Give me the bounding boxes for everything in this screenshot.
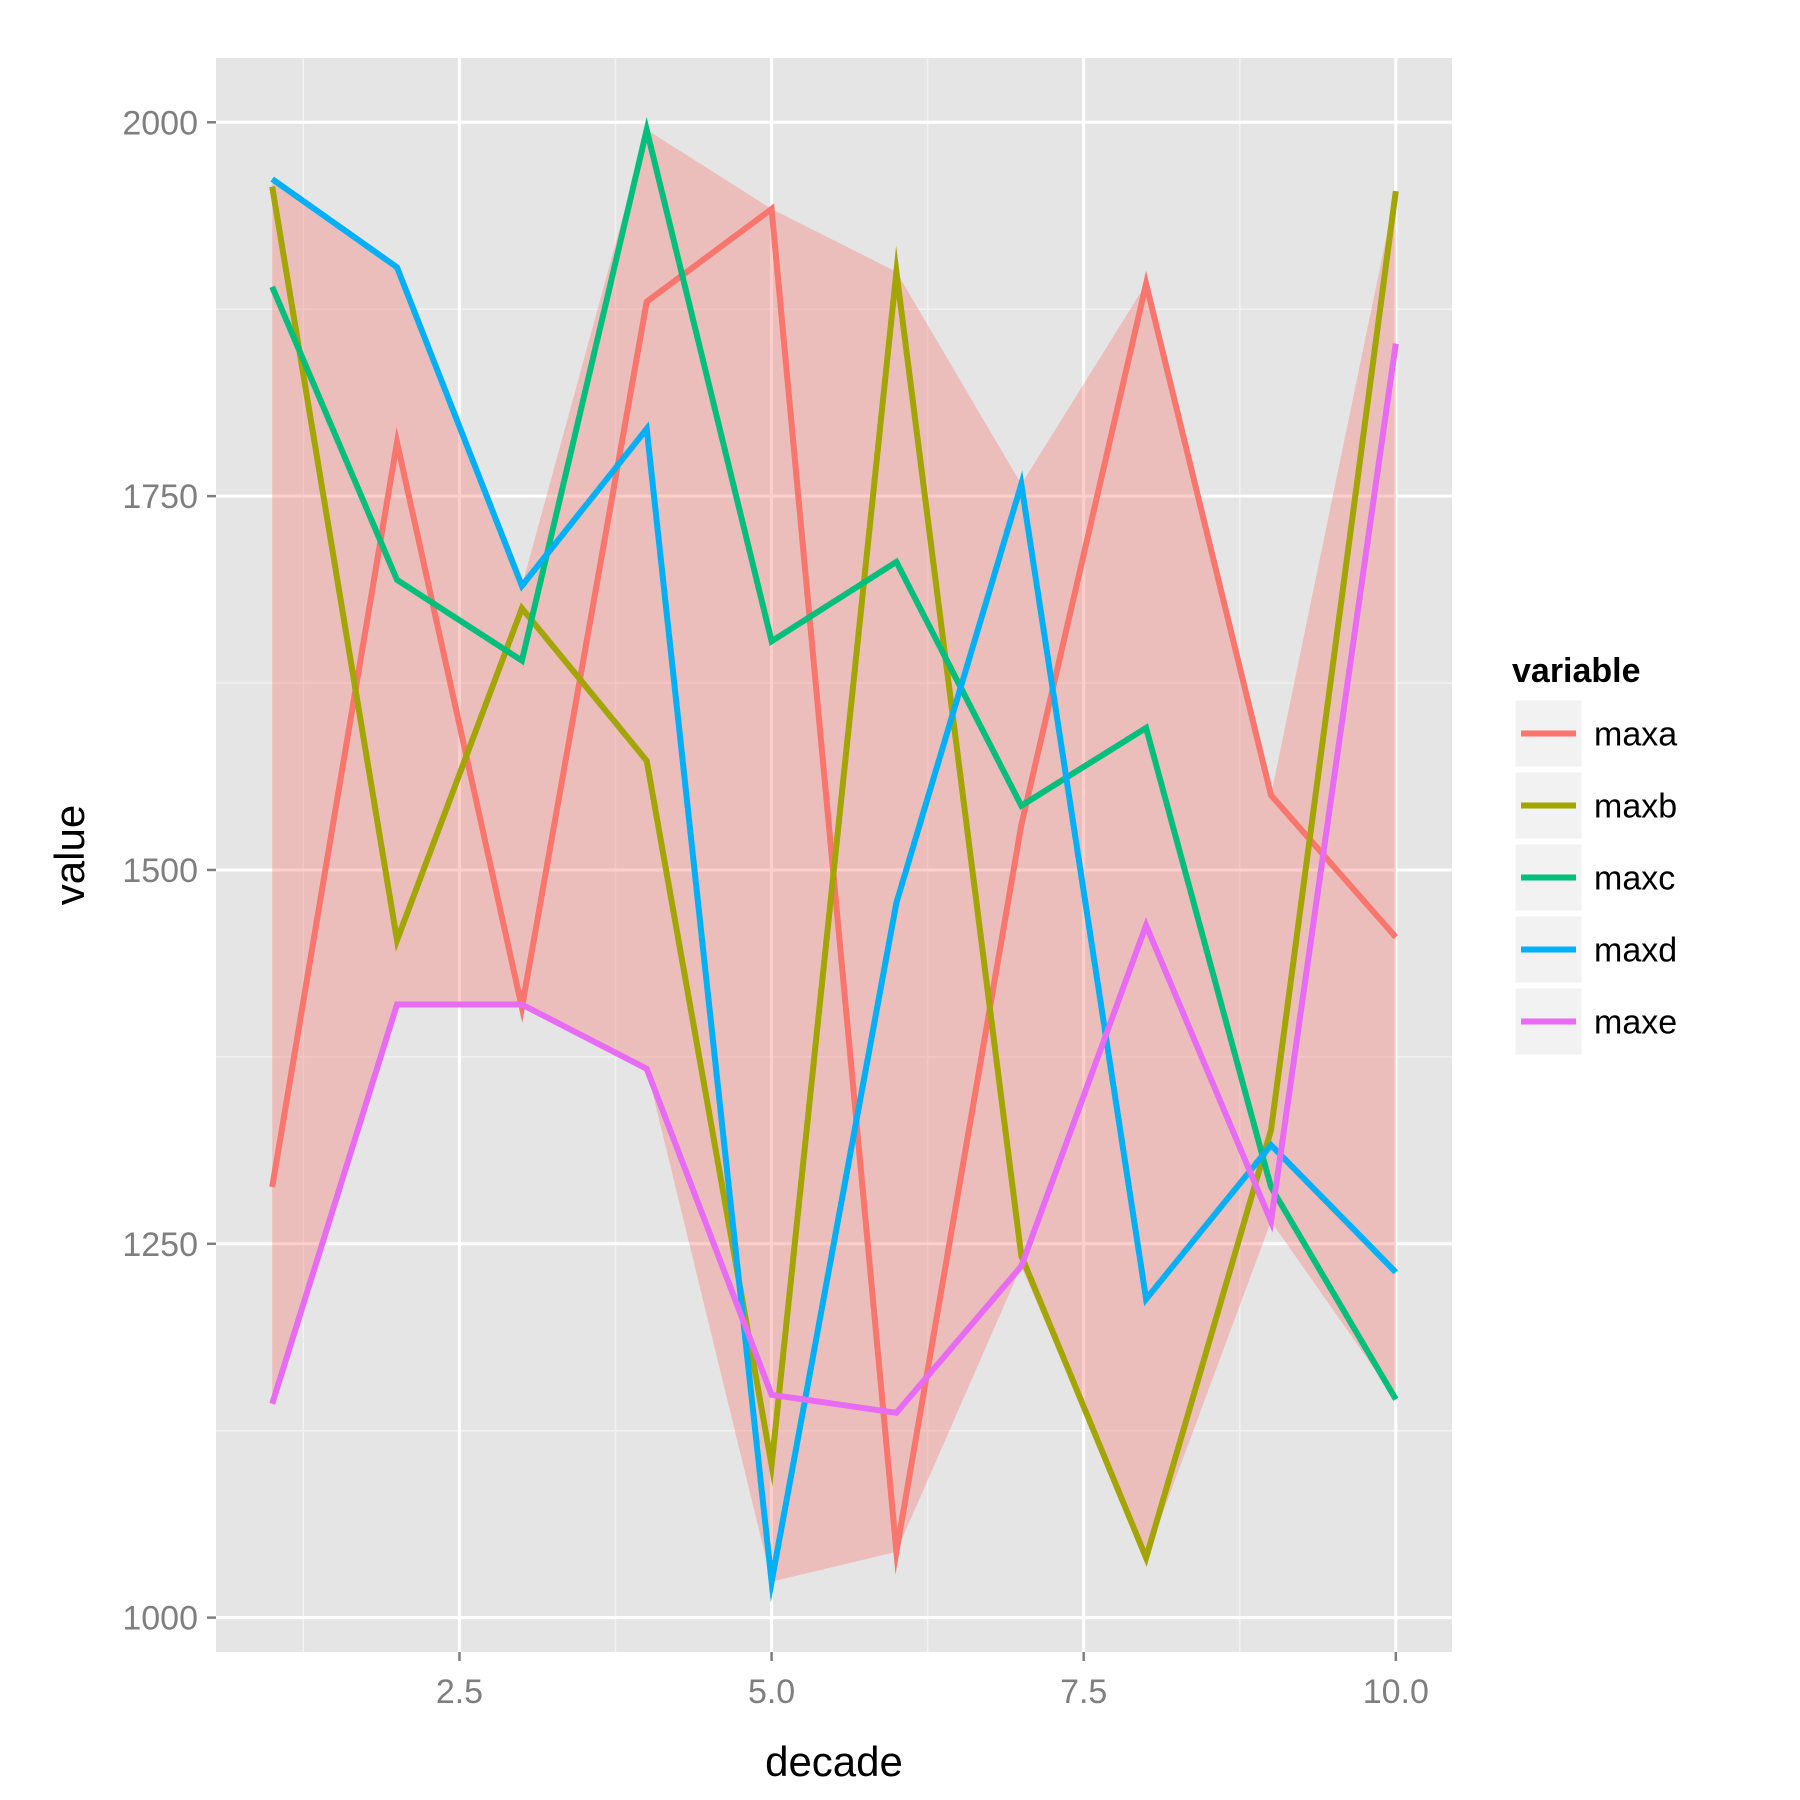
- y-axis-title: value: [46, 805, 93, 905]
- legend-item-maxe: maxe: [1514, 987, 1677, 1056]
- x-axis-title: decade: [765, 1738, 903, 1785]
- legend-item-maxc: maxc: [1514, 843, 1675, 912]
- legend: variable maxa maxb maxc maxd maxe: [1512, 652, 1677, 1056]
- legend-item-maxa: maxa: [1514, 699, 1677, 768]
- legend-item-maxd: maxd: [1514, 915, 1677, 984]
- series-line-maxd: [270, 176, 1398, 1603]
- legend-label: maxc: [1594, 860, 1675, 898]
- y-tick-label: 1250: [122, 1226, 198, 1264]
- legend-item-maxb: maxb: [1514, 771, 1677, 840]
- legend-label: maxd: [1594, 932, 1677, 970]
- series-layer: [269, 116, 1399, 1603]
- series-line-maxc: [269, 116, 1399, 1401]
- x-tick-labels: 2.5 5.0 7.5 10.0: [436, 1673, 1429, 1711]
- legend-label: maxe: [1594, 1004, 1677, 1042]
- legend-label: maxb: [1594, 788, 1677, 826]
- x-tick-label: 7.5: [1060, 1673, 1107, 1711]
- axis-ticks: [207, 121, 1398, 1661]
- x-tick-label: 5.0: [748, 1673, 795, 1711]
- y-tick-label: 2000: [122, 104, 198, 142]
- legend-title: variable: [1512, 652, 1641, 690]
- legend-label: maxa: [1594, 716, 1677, 754]
- legend-items: maxa maxb maxc maxd maxe: [1514, 699, 1677, 1056]
- y-tick-label: 1000: [122, 1600, 198, 1638]
- x-tick-label: 10.0: [1363, 1673, 1429, 1711]
- series-line-maxb: [269, 186, 1399, 1567]
- y-tick-labels: 1000 1250 1500 1750 2000: [122, 104, 198, 1637]
- y-tick-label: 1750: [122, 478, 198, 516]
- series-line-maxe: [269, 343, 1399, 1417]
- x-tick-label: 2.5: [436, 1673, 483, 1711]
- y-tick-label: 1500: [122, 852, 198, 890]
